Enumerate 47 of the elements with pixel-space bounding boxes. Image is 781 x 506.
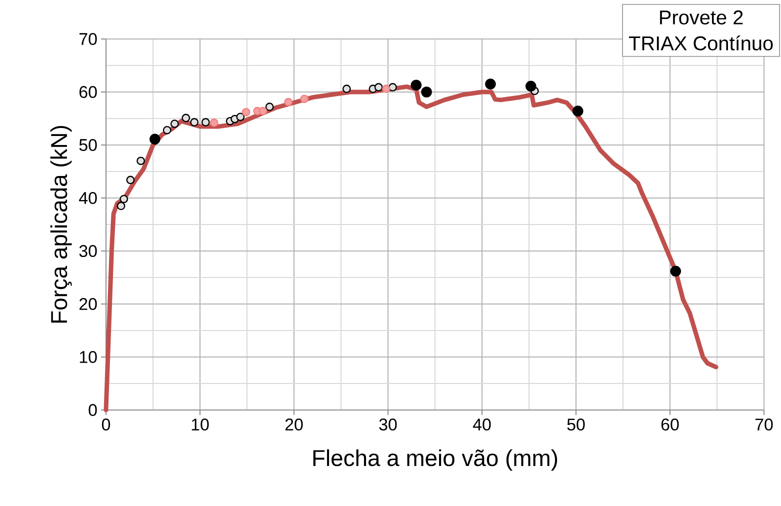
point [670, 266, 682, 277]
text: Provete 2 [660, 10, 743, 24]
point [170, 120, 179, 128]
y-tick-label: 40 [79, 192, 97, 204]
x-tick-label: 0 [102, 418, 110, 431]
point [190, 118, 199, 126]
annotation: TRIAX Contínuo [628, 36, 773, 50]
x-tick-label: 40 [472, 418, 491, 431]
point [242, 108, 250, 116]
point [136, 156, 145, 166]
x-tick-label: 70 [755, 418, 773, 431]
y-tick-label: 10 [80, 351, 97, 363]
point [126, 176, 135, 184]
point [572, 106, 584, 116]
point [201, 118, 210, 126]
y-tick-label: 30 [79, 245, 97, 257]
point [525, 80, 536, 92]
x-tick-label: 10 [192, 418, 209, 431]
y-tick-label: 70 [80, 33, 97, 45]
point [258, 106, 268, 116]
y-tick-label: 20 [80, 298, 97, 310]
y-axis-title: Força aplicada (kN) [50, 126, 72, 323]
point [284, 98, 293, 106]
point [421, 86, 432, 98]
x-tick-label: 60 [661, 418, 679, 431]
point [485, 78, 496, 90]
y-tick-label: 60 [80, 86, 97, 98]
x-tick-label: 50 [567, 418, 585, 431]
point [342, 84, 351, 94]
point [388, 83, 397, 92]
point [116, 202, 126, 210]
y-tick-label: 50 [79, 139, 97, 151]
point [210, 118, 218, 127]
point [162, 126, 172, 134]
y-tick-label: 0 [88, 404, 97, 416]
point [300, 94, 309, 104]
point [374, 83, 383, 92]
x-tick-label: 20 [285, 418, 303, 431]
point [149, 134, 160, 145]
x-axis-title: Flecha a meio vão (mm) [313, 449, 558, 471]
point [265, 102, 274, 112]
x-tick-label: 30 [379, 418, 397, 431]
point [382, 84, 390, 94]
point [182, 114, 190, 122]
point [120, 194, 128, 204]
point [410, 80, 422, 91]
point [236, 112, 245, 122]
